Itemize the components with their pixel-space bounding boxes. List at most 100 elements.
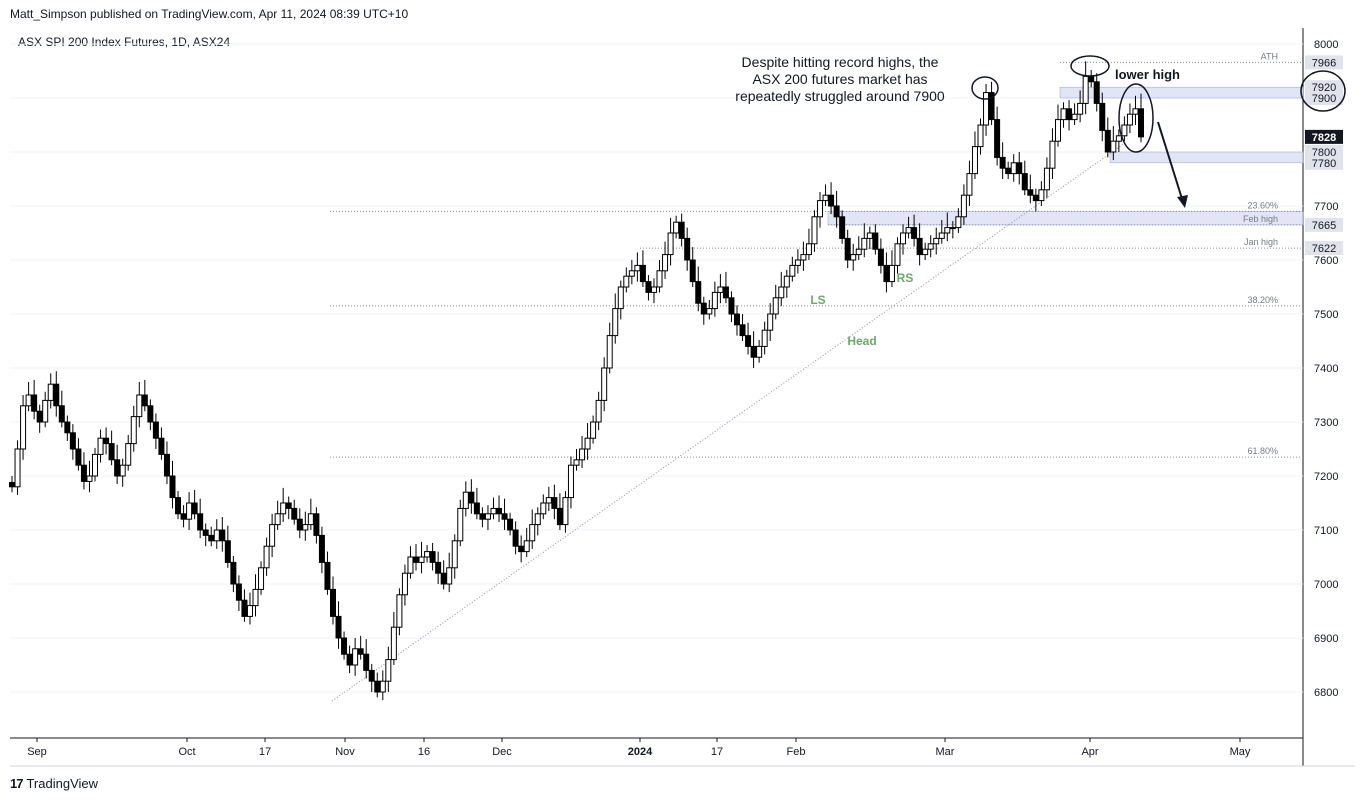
price-tick-label: 7600	[1314, 255, 1338, 267]
down-arrow-icon[interactable]	[1157, 121, 1184, 203]
candle-body	[329, 588, 336, 617]
candle-body	[484, 513, 491, 520]
candle-body	[900, 232, 907, 245]
candle-body	[75, 448, 82, 466]
brand-label: TradingView	[26, 776, 99, 791]
candle-body	[424, 551, 431, 558]
current-price-tag	[1305, 129, 1343, 144]
candle-body	[916, 237, 923, 256]
candle-body	[1010, 162, 1017, 175]
zone-rect[interactable]	[1109, 151, 1304, 164]
candle-body	[136, 394, 143, 418]
candle-body	[922, 248, 929, 256]
candle-body	[800, 254, 807, 261]
note-line-2: ASX 200 futures market has	[752, 71, 927, 87]
candle-body	[496, 507, 503, 515]
candle-body	[911, 227, 918, 239]
candle-body	[722, 286, 729, 299]
candle-body	[750, 345, 757, 358]
candle-body	[440, 572, 447, 585]
candle-body	[58, 405, 65, 423]
candle-body	[905, 227, 912, 234]
candle-body	[606, 335, 613, 369]
candle-body	[949, 227, 956, 230]
candle-body	[1027, 189, 1034, 196]
candle-body	[551, 497, 558, 509]
record-high-circle[interactable]	[971, 76, 999, 100]
zone-rect[interactable]	[827, 211, 1304, 226]
lower-high-circle[interactable]	[1118, 83, 1154, 153]
symbol-title[interactable]: ASX SPI 200 Index Futures, 1D, ASX24	[18, 35, 231, 49]
price-tick-label: 7300	[1314, 417, 1338, 429]
price-tag-label: 7966	[1312, 57, 1336, 69]
publisher-line: Matt_Simpson published on TradingView.co…	[10, 7, 409, 21]
rs-label: RS	[897, 271, 914, 285]
candle-body	[927, 243, 934, 250]
candle-body	[1126, 113, 1133, 126]
candle-body	[291, 507, 298, 520]
candle-body	[352, 648, 359, 666]
candle-body	[374, 680, 381, 693]
ls-label: LS	[810, 293, 825, 307]
level-label: Jan high	[1244, 237, 1278, 247]
tradingview-logo-icon: 17	[10, 776, 24, 791]
candle-body	[789, 264, 796, 277]
candle-body	[617, 286, 624, 310]
candle-body	[313, 513, 320, 536]
candle-body	[556, 507, 563, 526]
zone-tag-circle[interactable]	[1300, 70, 1346, 112]
candle-body	[960, 194, 967, 218]
candle-body	[451, 540, 458, 569]
candle-body	[246, 605, 253, 617]
price-tag	[1305, 80, 1343, 95]
price-tick-label: 7400	[1314, 363, 1338, 375]
candle-body	[285, 502, 292, 509]
candle-body	[473, 502, 480, 515]
price-tag	[1305, 217, 1343, 232]
candle-body	[689, 259, 696, 283]
time-tick-label: Dec	[492, 746, 512, 758]
candle-body	[778, 286, 785, 299]
candle-body	[706, 308, 713, 315]
time-tick-label: Apr	[1081, 746, 1098, 758]
ath-circle[interactable]	[1070, 55, 1110, 77]
candles-layer	[9, 61, 1144, 701]
candle-body	[429, 551, 436, 563]
candle-body	[1104, 129, 1111, 153]
candle-body	[1038, 189, 1045, 202]
candle-body	[872, 232, 879, 250]
candle-body	[368, 669, 375, 682]
candle-body	[1016, 162, 1023, 175]
candle-body	[512, 529, 519, 547]
candle-body	[169, 475, 176, 499]
candle-body	[518, 545, 525, 553]
candle-body	[761, 329, 768, 347]
candle-body	[413, 556, 420, 563]
candle-body	[794, 259, 801, 266]
candle-body	[700, 302, 707, 315]
tradingview-brand[interactable]: 17 TradingView	[10, 776, 98, 791]
candle-body	[855, 248, 862, 256]
candle-body	[119, 464, 126, 477]
candle-body	[828, 194, 835, 207]
price-tag	[1305, 145, 1343, 159]
level-label: 61.80%	[1247, 446, 1278, 456]
candle-body	[208, 534, 215, 542]
time-tick-label: Feb	[787, 746, 806, 758]
price-tag	[1305, 55, 1343, 70]
candle-body	[866, 232, 873, 239]
candle-body	[595, 399, 602, 423]
candle-body	[457, 507, 464, 542]
candle-body	[175, 497, 182, 515]
candle-body	[1088, 75, 1095, 83]
candle-body	[1115, 135, 1122, 142]
candle-body	[822, 194, 829, 202]
candle-body	[1077, 102, 1084, 115]
candle-body	[186, 502, 193, 520]
lower-high-label: lower high	[1115, 67, 1180, 82]
note-line-1: Despite hitting record highs, the	[742, 54, 939, 70]
candle-body	[14, 448, 21, 488]
zone-rect[interactable]	[1059, 86, 1304, 99]
candle-body	[650, 286, 657, 293]
